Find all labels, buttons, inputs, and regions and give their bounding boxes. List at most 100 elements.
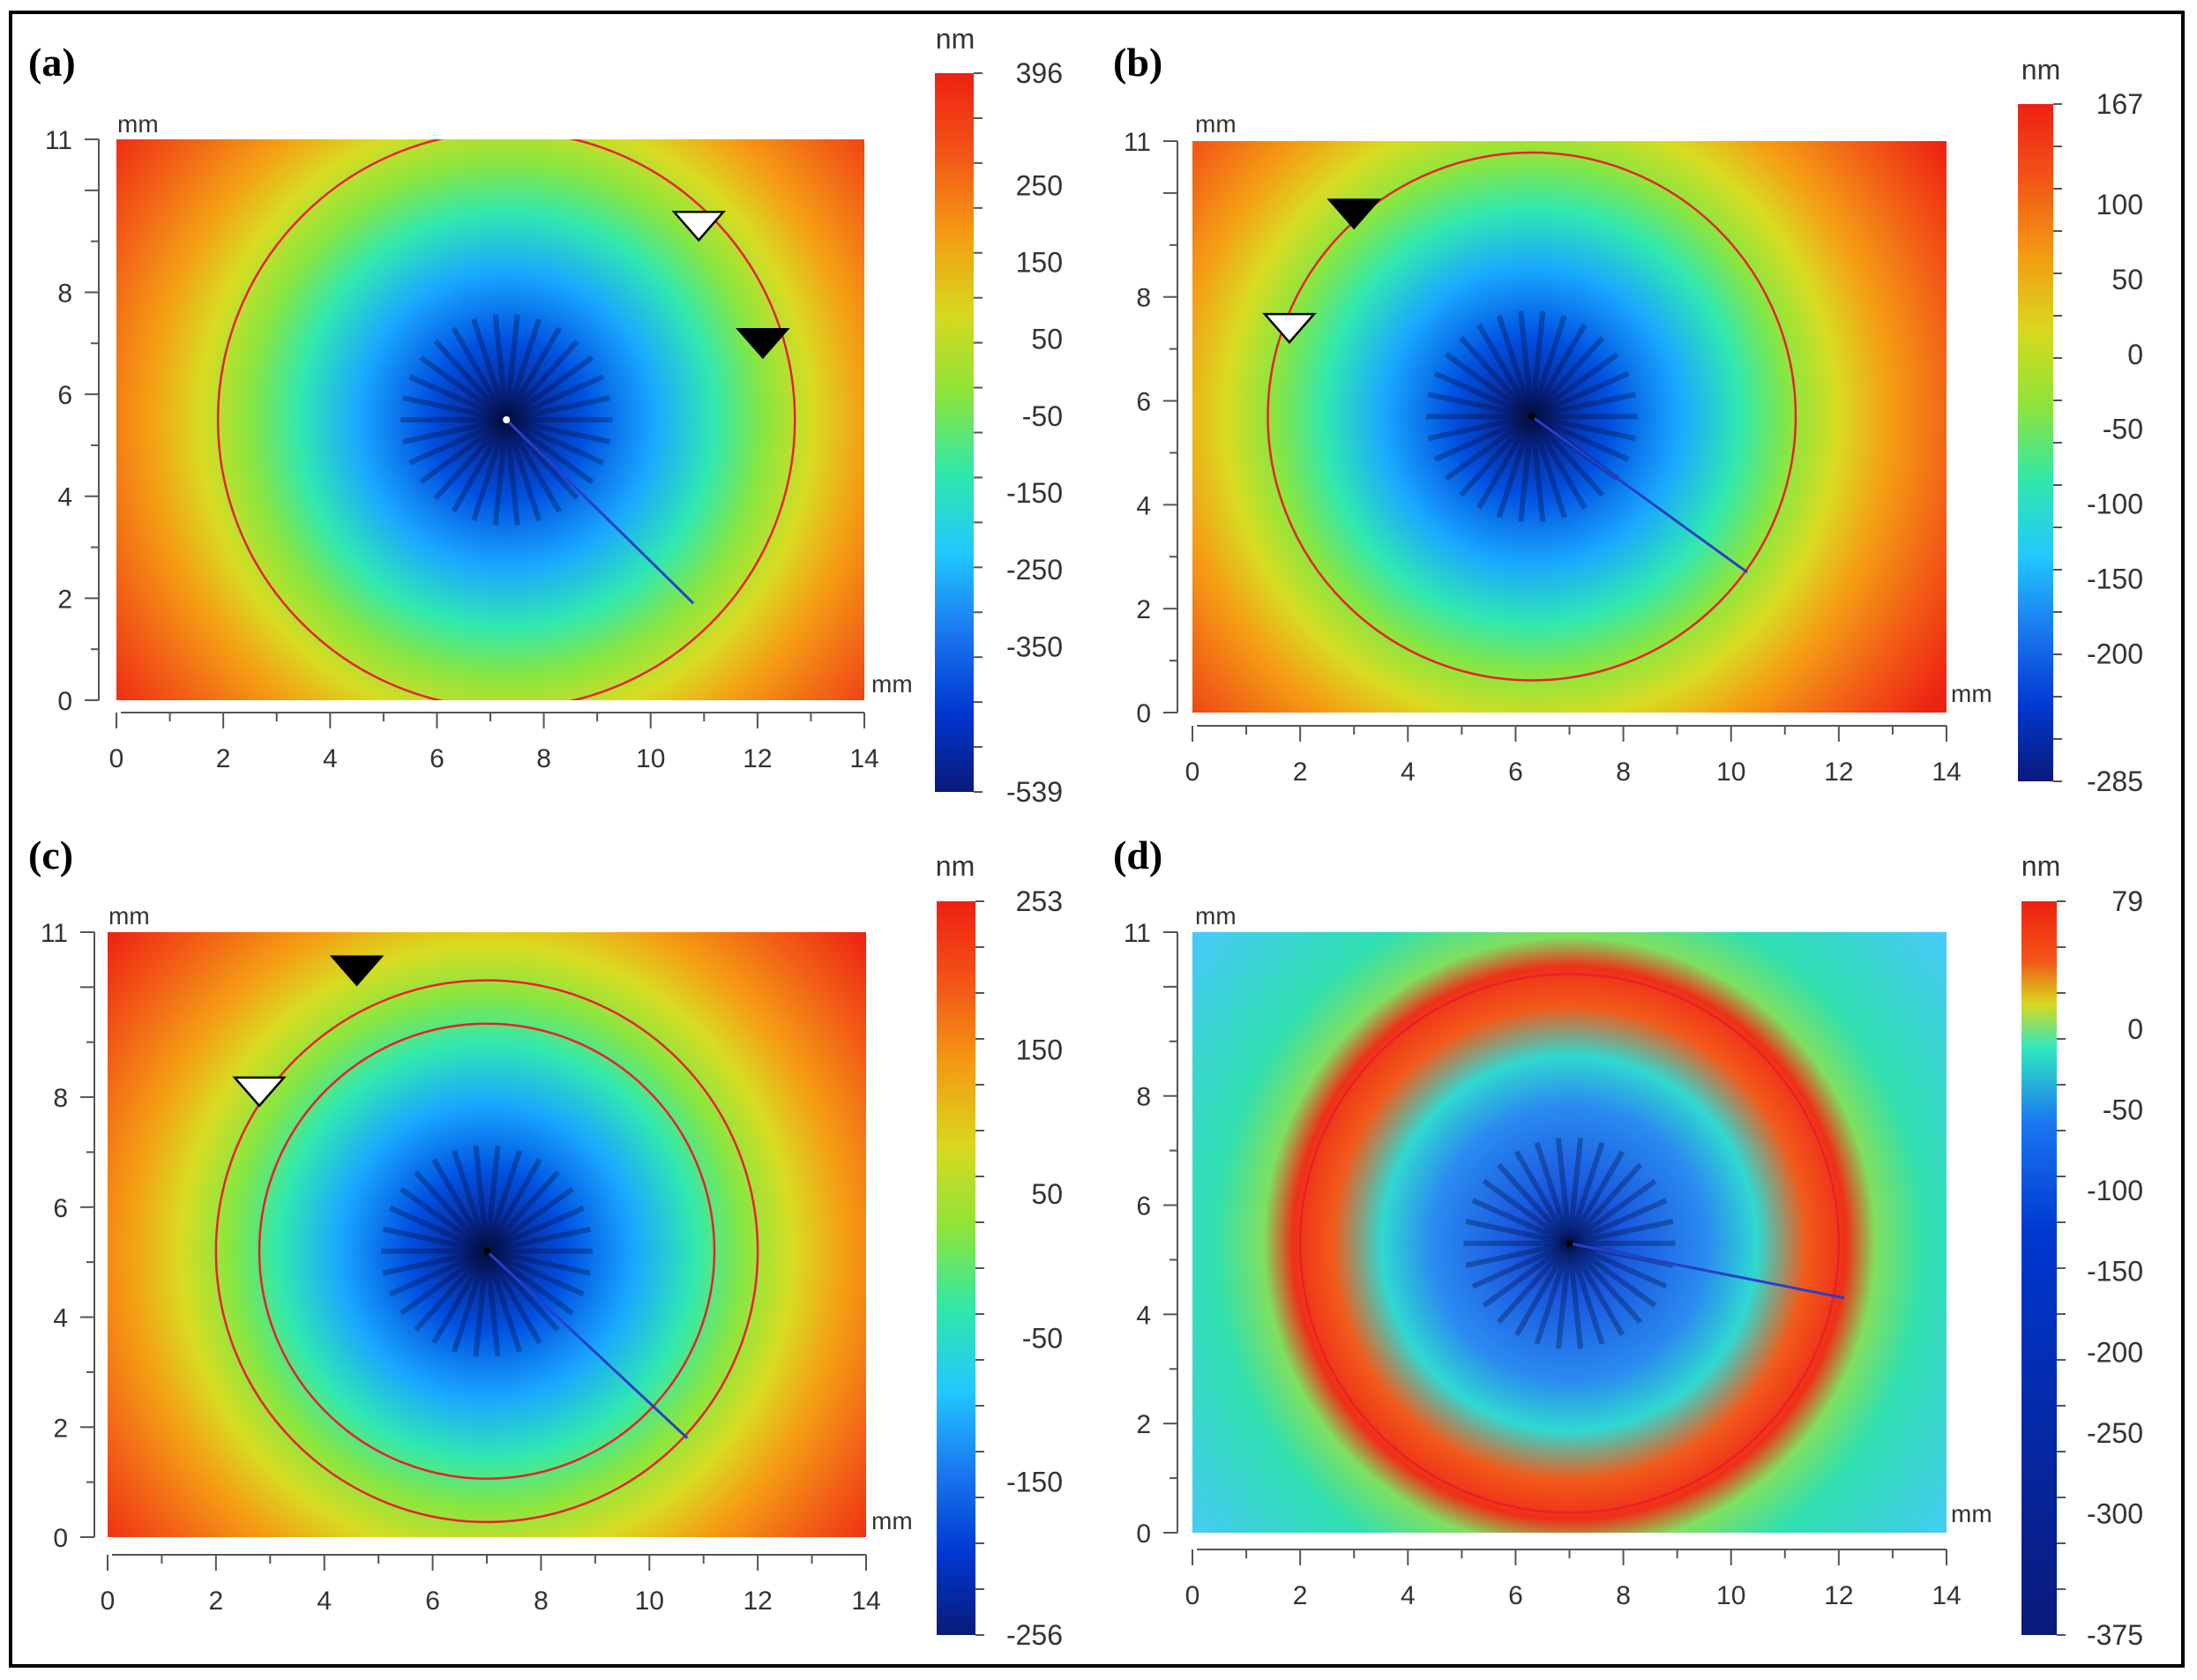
x-tick-label: 0 — [109, 744, 124, 773]
radial-streak — [1567, 1162, 1643, 1245]
x-tick-label: 2 — [1293, 1581, 1308, 1610]
x-tick-label: 14 — [851, 1587, 880, 1616]
y-tick-label: 6 — [53, 1194, 68, 1223]
radial-streak — [473, 1251, 489, 1357]
radial-streak — [1534, 1242, 1573, 1345]
radial-streak — [504, 417, 605, 466]
center-point — [1528, 413, 1536, 421]
y-tick-label: 6 — [1136, 388, 1151, 417]
y-tick-label: 11 — [41, 919, 68, 948]
x-tick-label: 8 — [534, 1587, 549, 1616]
radial-streak — [1568, 1241, 1668, 1289]
colorbar-unit: nm — [2021, 54, 2060, 86]
radial-streak — [484, 1149, 522, 1252]
radial-streak — [1482, 1241, 1572, 1308]
radial-streak — [1476, 414, 1535, 510]
colorbar-label: 100 — [2096, 189, 2143, 220]
heatmap-surface — [1192, 932, 1947, 1533]
colorbar-unit: nm — [936, 23, 975, 55]
measurement-circle — [258, 1022, 716, 1480]
section-line — [1569, 1242, 1845, 1300]
radial-streak — [505, 395, 611, 422]
radial-streak — [1496, 415, 1535, 519]
measurement-circle — [216, 139, 796, 700]
radial-streak — [1518, 310, 1535, 417]
x-tick-label: 14 — [1932, 758, 1961, 787]
x-tick-label: 0 — [1185, 1581, 1200, 1610]
radial-streak — [431, 1250, 489, 1345]
y-tick-label: 11 — [45, 126, 72, 155]
radial-streak — [1465, 1240, 1571, 1268]
x-tick-label: 12 — [1824, 1581, 1853, 1610]
open-marker — [232, 1076, 287, 1108]
radial-streak — [484, 1158, 542, 1253]
radial-streak — [1482, 1178, 1572, 1246]
colorbar-label: -50 — [1022, 1322, 1063, 1354]
radial-streak — [400, 1249, 489, 1316]
colorbar-label: -50 — [2103, 1094, 2143, 1125]
radial-streak — [485, 1206, 585, 1254]
radial-streak — [504, 317, 542, 421]
radial-streak — [1529, 336, 1605, 419]
radial-streak — [408, 417, 508, 466]
y-tick-label: 8 — [57, 279, 72, 308]
colorbar-label: -350 — [1006, 631, 1063, 662]
radial-streak — [1518, 415, 1535, 522]
radial-streak — [486, 1226, 592, 1254]
center-point — [1566, 1239, 1573, 1247]
radial-streak — [1530, 414, 1630, 462]
radial-streak — [484, 1170, 560, 1253]
colorbar-label: -150 — [1006, 1467, 1063, 1498]
x-tick-label: 6 — [1508, 1581, 1523, 1610]
y-tick-label: 2 — [53, 1414, 68, 1443]
x-axis-unit: mm — [871, 670, 913, 698]
radial-streak — [505, 417, 611, 444]
open-marker — [671, 211, 726, 243]
y-axis-unit: mm — [108, 902, 150, 930]
y-tick-label: 4 — [53, 1304, 68, 1333]
y-tick-label: 2 — [1136, 1410, 1151, 1439]
radial-streak — [1529, 352, 1619, 419]
x-tick-label: 2 — [209, 1587, 224, 1616]
colorbar-unit: nm — [2021, 850, 2060, 882]
x-tick-label: 10 — [636, 744, 665, 773]
panel-b: (b) 0 2 4 6 8 10 12 14 0 2 4 6 8 11 mm mm 167 100 50 0 -50 -10… — [1113, 40, 2143, 797]
radial-streak — [484, 1249, 560, 1332]
radial-streak — [484, 1250, 542, 1345]
colorbar — [935, 73, 974, 792]
colorbar-label: -50 — [2103, 414, 2143, 445]
y-tick-label: 4 — [1136, 491, 1151, 520]
radial-streak — [485, 1186, 574, 1254]
colorbar-label: -256 — [1006, 1619, 1063, 1651]
radial-streak — [1566, 1242, 1605, 1345]
radial-streak — [1528, 415, 1567, 519]
radial-streak — [419, 417, 508, 484]
radial-streak — [433, 417, 509, 501]
radial-streak — [1529, 414, 1588, 510]
section-line — [505, 418, 695, 605]
colorbar — [2018, 104, 2053, 781]
colorbar-label: -50 — [1022, 400, 1063, 432]
radial-streak — [389, 1248, 489, 1297]
y-tick-label: 8 — [53, 1084, 68, 1113]
panel-label: (b) — [1113, 40, 1162, 85]
colorbar-label: 50 — [1031, 1178, 1063, 1210]
radial-streak — [504, 419, 542, 522]
colorbar-label: -100 — [2087, 489, 2143, 520]
radial-streak — [1528, 315, 1567, 418]
x-tick-label: 6 — [425, 1587, 440, 1616]
x-tick-label: 12 — [743, 1587, 772, 1616]
panel-d: (d) 0 2 4 6 8 10 12 14 0 2 4 6 8 11 mm mm 79 0 -50 -100 -150 -… — [1113, 833, 2143, 1651]
panel-label: (c) — [28, 833, 73, 877]
section-line — [1530, 415, 1748, 574]
colorbar-label: 396 — [1016, 57, 1063, 89]
radial-streak — [1528, 310, 1546, 417]
radial-streak — [1530, 370, 1630, 419]
radial-streak — [1496, 315, 1535, 418]
radial-streak — [1433, 414, 1533, 462]
radial-streak — [1534, 1141, 1573, 1244]
x-tick-label: 8 — [1616, 1581, 1631, 1610]
colorbar-label: 50 — [1031, 324, 1063, 355]
colorbar-label: -250 — [2087, 1417, 2143, 1449]
y-tick-label: 11 — [1124, 919, 1151, 948]
